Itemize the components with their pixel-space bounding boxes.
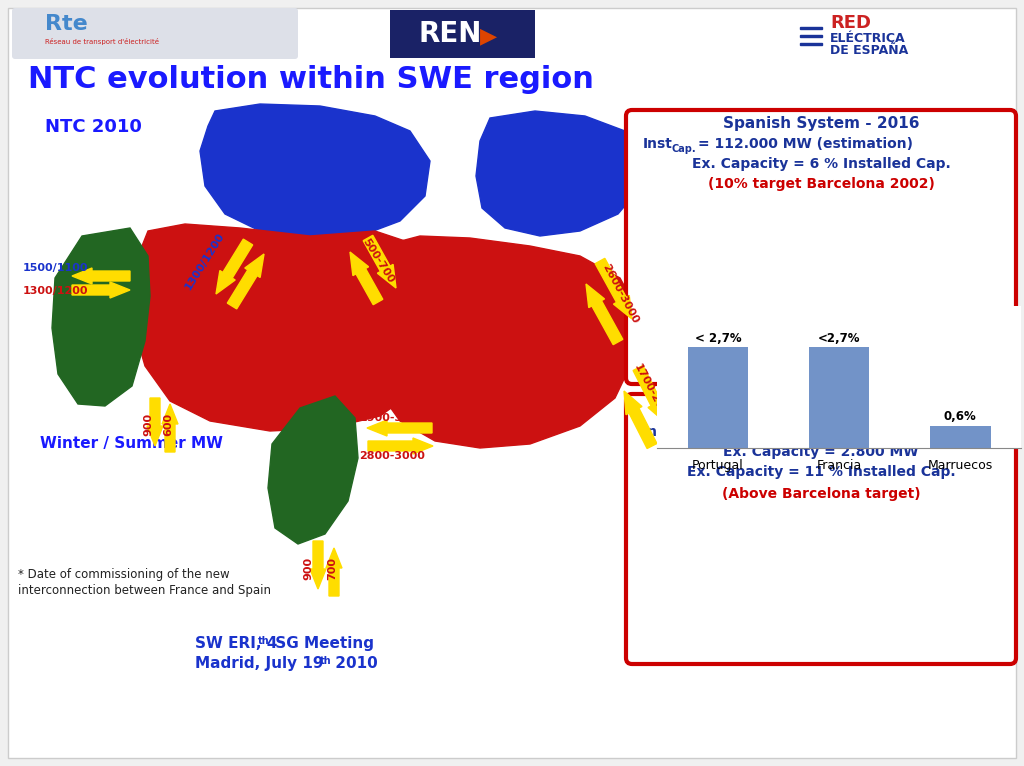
Polygon shape <box>360 236 638 448</box>
Text: NTC evolution within SWE region: NTC evolution within SWE region <box>28 65 594 94</box>
Text: 2600-3000: 2600-3000 <box>600 263 640 326</box>
FancyArrow shape <box>633 365 666 423</box>
Text: ▶: ▶ <box>479 26 497 46</box>
Text: th: th <box>258 636 269 646</box>
Bar <box>809 348 869 448</box>
Text: 0,6%: 0,6% <box>944 411 977 424</box>
FancyArrow shape <box>162 404 178 452</box>
Bar <box>930 426 990 448</box>
FancyArrow shape <box>624 391 657 449</box>
Text: 1700-2600: 1700-2600 <box>632 362 672 426</box>
Polygon shape <box>268 396 358 544</box>
Text: Inst: Inst <box>643 425 673 439</box>
Text: Réseau de transport d'électricité: Réseau de transport d'électricité <box>45 38 159 45</box>
FancyArrow shape <box>800 27 822 29</box>
Text: Cap.: Cap. <box>672 144 696 154</box>
Polygon shape <box>130 224 450 431</box>
FancyArrow shape <box>368 438 433 454</box>
Text: REN: REN <box>419 20 481 48</box>
FancyArrow shape <box>367 420 432 436</box>
Polygon shape <box>200 104 430 238</box>
Text: Expected NTC: Expected NTC <box>640 108 770 126</box>
Text: Winter / Summer MW: Winter / Summer MW <box>40 436 223 451</box>
Text: ELÉCTRICA: ELÉCTRICA <box>830 32 905 45</box>
Text: 600: 600 <box>163 412 173 436</box>
Text: SW ERI, 4: SW ERI, 4 <box>195 636 278 651</box>
Text: 900: 900 <box>303 556 313 580</box>
Text: Madrid, July 19: Madrid, July 19 <box>195 656 324 671</box>
Text: NTC 2010: NTC 2010 <box>45 118 142 136</box>
FancyArrow shape <box>586 284 623 345</box>
Text: Rte: Rte <box>45 14 88 34</box>
Text: 1500/1100: 1500/1100 <box>23 263 88 273</box>
Text: DE ESPAÑA: DE ESPAÑA <box>830 44 908 57</box>
Text: 900: 900 <box>143 412 153 436</box>
Text: Ex. Capacity = 6 % Installed Cap.: Ex. Capacity = 6 % Installed Cap. <box>691 157 950 171</box>
FancyArrow shape <box>326 548 342 596</box>
Text: Ex. Capacity = 11 % Installed Cap.: Ex. Capacity = 11 % Installed Cap. <box>687 465 955 479</box>
Text: <2,7%: <2,7% <box>818 332 860 345</box>
FancyArrow shape <box>72 268 130 284</box>
Text: RED: RED <box>830 14 871 32</box>
Text: = 112.000 MW (estimation): = 112.000 MW (estimation) <box>698 137 913 151</box>
FancyArrow shape <box>364 235 396 288</box>
Text: interconnection between France and Spain: interconnection between France and Spain <box>18 584 271 597</box>
Text: 2900-3000: 2900-3000 <box>359 413 425 423</box>
Bar <box>390 10 535 58</box>
Text: 700: 700 <box>327 557 337 580</box>
FancyArrow shape <box>216 239 253 294</box>
FancyArrow shape <box>147 398 163 446</box>
FancyBboxPatch shape <box>12 8 298 59</box>
Text: 2014 at IFE*: 2014 at IFE* <box>640 145 745 160</box>
Text: = 24.400 MW (estimation): = 24.400 MW (estimation) <box>698 425 903 439</box>
Text: 500-700: 500-700 <box>360 237 395 285</box>
FancyArrow shape <box>800 35 822 37</box>
Polygon shape <box>52 228 150 406</box>
Text: 2800-3000: 2800-3000 <box>359 451 425 461</box>
Text: 1300/1200: 1300/1200 <box>183 231 226 291</box>
Bar <box>688 348 749 448</box>
FancyArrow shape <box>595 258 632 319</box>
Text: 2016 at IPE: 2016 at IPE <box>640 128 738 143</box>
Text: 2010: 2010 <box>330 656 378 671</box>
Text: * Date of commissioning of the new: * Date of commissioning of the new <box>18 568 229 581</box>
Text: Spanish System - 2016: Spanish System - 2016 <box>723 116 920 131</box>
Text: (10% target Barcelona 2002): (10% target Barcelona 2002) <box>708 177 935 191</box>
Text: (Above Barcelona target): (Above Barcelona target) <box>722 487 921 501</box>
FancyArrow shape <box>310 541 326 589</box>
Text: Ex. Capacity = 2.800 MW: Ex. Capacity = 2.800 MW <box>723 445 919 459</box>
Text: Portuguese System - 2016: Portuguese System - 2016 <box>708 402 935 417</box>
Text: < 2,7%: < 2,7% <box>694 332 741 345</box>
FancyArrow shape <box>350 252 383 305</box>
Polygon shape <box>476 111 645 236</box>
Text: Inst: Inst <box>643 137 673 151</box>
FancyArrow shape <box>800 43 822 45</box>
FancyBboxPatch shape <box>626 394 1016 664</box>
Text: Cap.: Cap. <box>672 432 696 442</box>
Text: th: th <box>319 656 332 666</box>
FancyArrow shape <box>72 282 130 298</box>
Text: SG Meeting: SG Meeting <box>270 636 374 651</box>
Text: 1300/1200: 1300/1200 <box>23 286 88 296</box>
FancyArrow shape <box>227 254 264 309</box>
FancyBboxPatch shape <box>626 110 1016 384</box>
